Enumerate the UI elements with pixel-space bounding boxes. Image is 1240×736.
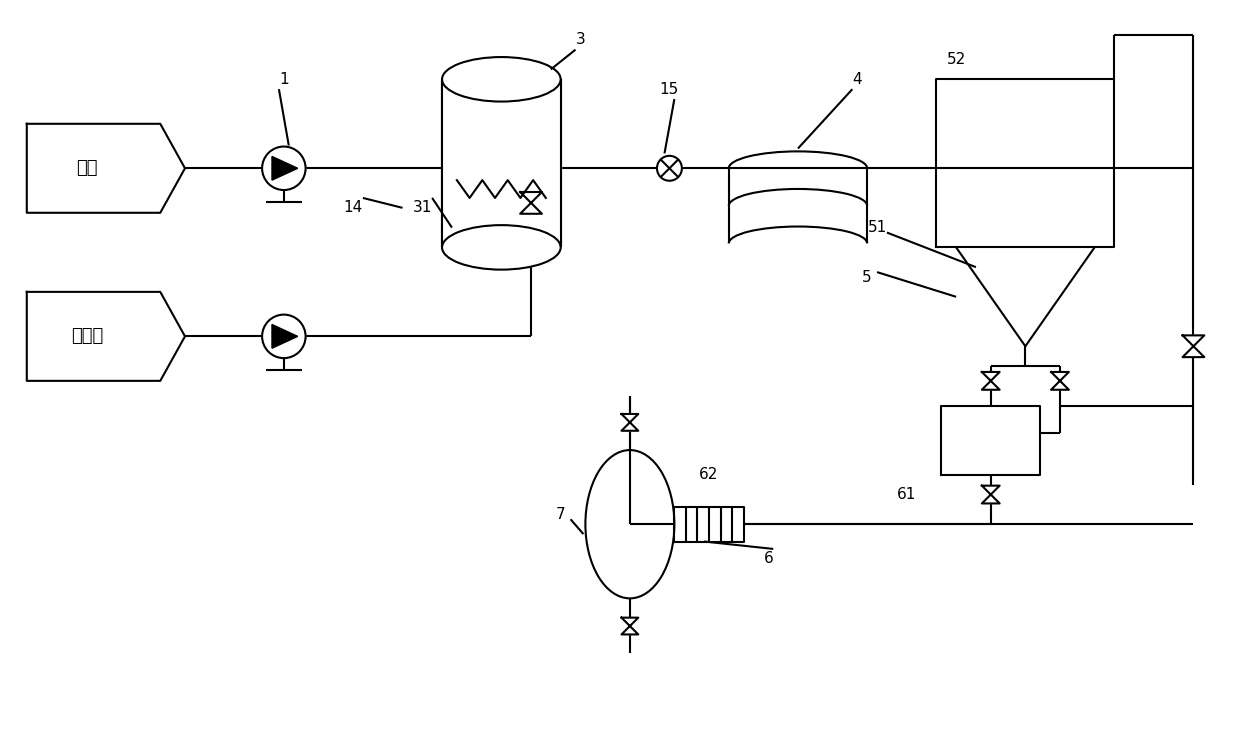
Polygon shape	[441, 79, 560, 247]
Polygon shape	[27, 124, 185, 213]
Text: 51: 51	[868, 220, 887, 235]
Circle shape	[262, 314, 305, 358]
Text: 62: 62	[699, 467, 719, 482]
Polygon shape	[982, 495, 999, 503]
Polygon shape	[272, 157, 298, 180]
Polygon shape	[621, 422, 639, 431]
Ellipse shape	[441, 57, 560, 102]
Polygon shape	[1052, 372, 1069, 381]
Circle shape	[262, 146, 305, 190]
Polygon shape	[982, 486, 999, 495]
Text: 14: 14	[343, 200, 362, 216]
Circle shape	[657, 156, 682, 181]
Polygon shape	[936, 79, 1115, 247]
Polygon shape	[621, 414, 639, 422]
Polygon shape	[982, 372, 999, 381]
Polygon shape	[1052, 381, 1069, 390]
Polygon shape	[941, 406, 1040, 475]
Polygon shape	[982, 381, 999, 390]
Ellipse shape	[441, 225, 560, 269]
Ellipse shape	[585, 450, 675, 598]
Polygon shape	[520, 192, 542, 203]
Text: 31: 31	[413, 200, 432, 216]
Text: 4: 4	[852, 72, 862, 87]
Text: 61: 61	[897, 487, 916, 502]
Text: 废水: 废水	[76, 159, 98, 177]
Text: 7: 7	[556, 507, 565, 522]
Polygon shape	[1183, 346, 1204, 357]
Polygon shape	[272, 325, 298, 348]
Polygon shape	[956, 247, 1095, 346]
Polygon shape	[441, 79, 560, 247]
Polygon shape	[27, 292, 185, 381]
Text: 氧化剂: 氧化剂	[71, 328, 103, 345]
Text: 15: 15	[660, 82, 680, 96]
Polygon shape	[520, 203, 542, 213]
Text: 3: 3	[575, 32, 585, 47]
Text: 1: 1	[279, 72, 289, 87]
Text: 52: 52	[946, 52, 966, 67]
Text: 5: 5	[862, 269, 872, 285]
Polygon shape	[675, 507, 744, 542]
Polygon shape	[621, 618, 639, 626]
Text: 6: 6	[764, 551, 774, 566]
Polygon shape	[621, 626, 639, 634]
Polygon shape	[1183, 336, 1204, 346]
